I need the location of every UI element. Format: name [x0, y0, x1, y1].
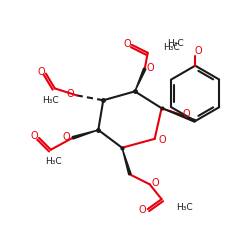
Text: O: O — [63, 132, 70, 142]
Text: H₃C: H₃C — [164, 43, 180, 52]
Text: O: O — [30, 131, 38, 141]
Text: H₃C: H₃C — [176, 202, 193, 211]
Text: O: O — [139, 205, 146, 215]
Text: O: O — [147, 63, 154, 73]
Text: H₃C: H₃C — [46, 157, 62, 166]
Text: O: O — [123, 39, 131, 49]
Text: H₃C: H₃C — [167, 40, 183, 48]
Text: O: O — [152, 178, 160, 188]
Text: H₃C: H₃C — [42, 96, 59, 105]
Polygon shape — [135, 68, 146, 92]
Polygon shape — [72, 130, 98, 139]
Text: O: O — [159, 135, 166, 145]
Polygon shape — [162, 108, 196, 122]
Text: O: O — [67, 89, 74, 99]
Text: O: O — [194, 46, 202, 56]
Text: O: O — [182, 109, 190, 119]
Text: O: O — [37, 66, 45, 76]
Polygon shape — [122, 148, 131, 175]
